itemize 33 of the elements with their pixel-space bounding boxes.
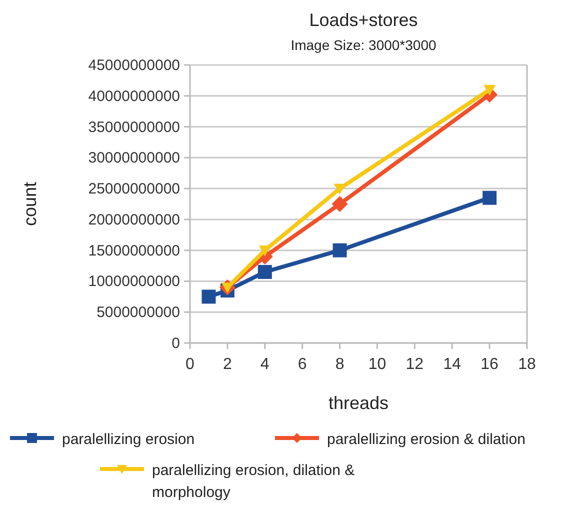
- x-tick-label: 4: [260, 356, 270, 373]
- point: [484, 84, 496, 96]
- y-tick-label: 25000000000: [88, 180, 180, 198]
- x-tick-label: 6: [298, 356, 307, 373]
- x-tick-label: 18: [518, 356, 536, 373]
- y-axis-title: count: [20, 182, 40, 226]
- y-tick-label: 15000000000: [88, 242, 180, 260]
- y-tick-label: 45000000000: [88, 57, 180, 74]
- chart-subtitle: Image Size: 3000*3000: [290, 37, 436, 53]
- legend-label: paralellizing erosion, dilation & morphology: [152, 462, 355, 501]
- x-tick-label: 10: [368, 356, 386, 373]
- y-tick-label: 0: [172, 335, 180, 352]
- y-tick-label: 5000000000: [96, 304, 180, 322]
- point: [482, 190, 497, 205]
- legend-label: paralellizing erosion & dilation: [327, 431, 526, 448]
- y-tick-label: 30000000000: [88, 150, 180, 167]
- point: [258, 264, 272, 279]
- point: [332, 196, 348, 212]
- legend-label: paralellizing erosion: [62, 431, 195, 448]
- point: [332, 243, 347, 258]
- chart-title: Loads+stores: [309, 10, 418, 30]
- y-tick-label: 20000000000: [88, 211, 180, 228]
- x-tick-label: 12: [406, 356, 424, 373]
- x-axis-title: threads: [328, 393, 389, 413]
- y-tick-label: 10000000000: [88, 273, 180, 290]
- x-tick-label: 14: [443, 356, 462, 373]
- x-tick-label: 16: [480, 356, 499, 373]
- x-tick-label: 8: [335, 356, 344, 373]
- x-tick-label: 0: [186, 356, 195, 373]
- y-tick-label: 40000000000: [88, 88, 180, 105]
- x-tick-label: 2: [222, 356, 232, 373]
- point: [202, 290, 216, 304]
- y-tick-label: 35000000000: [88, 118, 180, 136]
